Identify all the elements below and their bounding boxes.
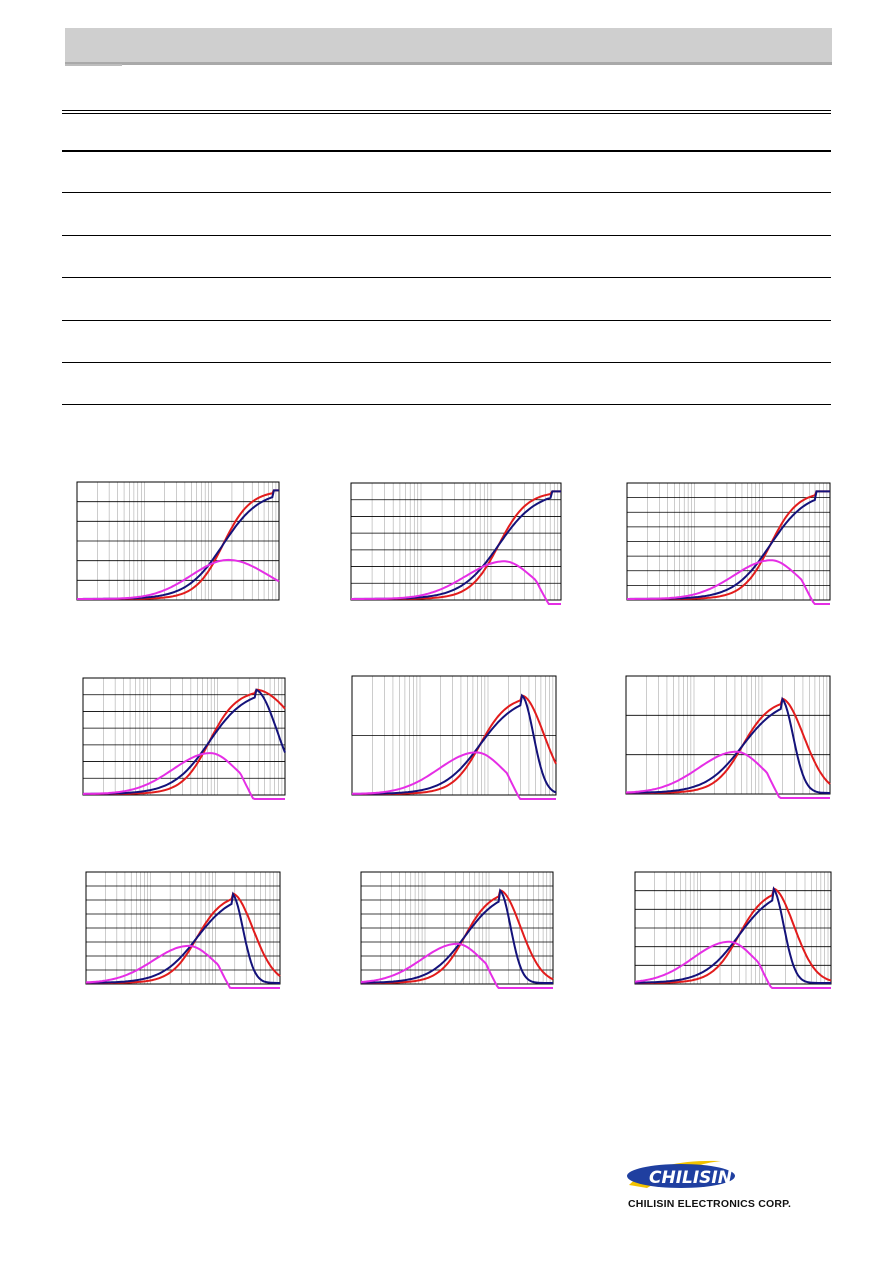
- chart-4: [82, 677, 286, 800]
- company-name: CHILISIN ELECTRONICS CORP.: [628, 1198, 792, 1210]
- table-top-rule: [62, 110, 831, 111]
- chart-3: [626, 482, 831, 605]
- chart-series-magenta: [360, 942, 553, 989]
- chart-plot-area: [360, 871, 554, 989]
- chart-series-navy: [627, 490, 830, 600]
- table-bottom-rule: [62, 404, 831, 405]
- chart-series-magenta: [627, 559, 830, 605]
- chart-5: [351, 675, 557, 800]
- chart-7: [85, 871, 281, 989]
- logo-wordmark: CHILISIN: [649, 1168, 732, 1188]
- chart-frame: [76, 481, 280, 601]
- chart-series-red: [627, 490, 830, 600]
- chart-plot-area: [625, 675, 831, 799]
- chart-plot-area: [351, 675, 557, 800]
- chart-series-magenta: [351, 560, 561, 605]
- chart-series-red: [626, 697, 831, 794]
- chart-frame: [626, 482, 831, 601]
- chart-series-magenta: [85, 944, 280, 989]
- chart-grid-lines: [85, 872, 281, 984]
- table-row-divider: [62, 192, 831, 193]
- chart-series-magenta: [634, 940, 831, 989]
- chart-9: [634, 871, 832, 989]
- chart-6: [625, 675, 831, 799]
- chart-frame: [351, 675, 557, 796]
- chart-plot-area: [82, 677, 286, 800]
- chart-frame: [85, 871, 281, 985]
- chart-frame: [82, 677, 286, 796]
- company-logo: CHILISIN CHILISIN ELECTRONICS CORP.: [625, 1155, 825, 1215]
- chart-frame: [625, 675, 831, 795]
- chart-grid-lines: [351, 676, 557, 795]
- chart-grid-lines: [626, 483, 831, 600]
- chart-series-magenta: [83, 752, 285, 800]
- chart-plot-area: [85, 871, 281, 989]
- chart-grid-lines: [625, 676, 831, 794]
- chart-grid-lines: [634, 872, 832, 984]
- chart-2: [350, 482, 562, 605]
- chart-1: [76, 481, 280, 601]
- chart-plot-area: [634, 871, 832, 989]
- table-row-divider: [62, 320, 831, 321]
- chart-series-navy: [352, 693, 557, 795]
- chart-series-magenta: [77, 558, 280, 600]
- table-row-divider: [62, 150, 831, 152]
- chart-frame: [350, 482, 562, 601]
- chart-series-navy: [83, 688, 286, 795]
- chart-grid-lines: [360, 872, 554, 984]
- chart-series-magenta: [626, 750, 830, 799]
- header-banner: [65, 28, 832, 65]
- chart-series-magenta: [352, 751, 556, 800]
- chart-plot-area: [350, 482, 562, 605]
- chilisin-logo-icon: CHILISIN: [627, 1160, 735, 1188]
- chart-series-red: [86, 892, 281, 984]
- chart-plot-area: [626, 482, 831, 605]
- chart-8: [360, 871, 554, 989]
- logo-oval: [627, 1164, 735, 1188]
- chart-series-navy: [626, 696, 830, 794]
- chart-series-navy: [86, 891, 280, 984]
- chart-plot-area: [76, 481, 280, 601]
- table-row-divider: [62, 235, 831, 236]
- chart-series-red: [352, 694, 557, 795]
- chart-frame: [634, 871, 832, 985]
- chart-series-red: [635, 887, 832, 984]
- header-banner-tab: [65, 64, 122, 66]
- chart-frame: [360, 871, 554, 985]
- table-row-divider: [62, 362, 831, 363]
- chart-series-navy: [360, 888, 553, 984]
- table-top-rule-inner: [62, 113, 831, 114]
- chart-series-red: [361, 889, 554, 984]
- chart-series-navy: [635, 886, 831, 984]
- chart-grid-lines: [76, 482, 280, 600]
- table-row-divider: [62, 277, 831, 278]
